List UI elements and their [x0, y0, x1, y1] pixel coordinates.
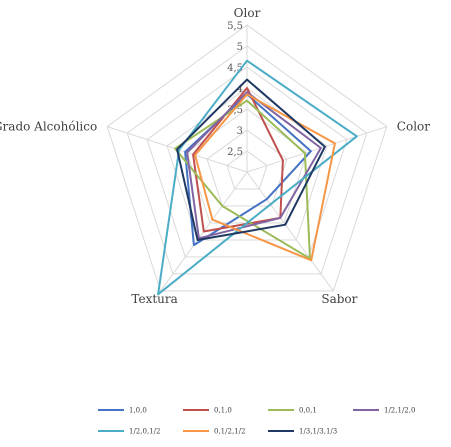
legend-item: 1/3,1/3,1/3: [268, 428, 337, 436]
tick-label: 5: [237, 42, 243, 53]
legend-label: 1,0,0: [129, 407, 147, 415]
legend-item: 0,1,0: [183, 407, 232, 415]
series-line-7: [176, 78, 326, 241]
axis-label-3: Sabor: [321, 292, 357, 306]
grid-ring-5: [146, 66, 348, 258]
legend-label: 1/2,0,1/2: [129, 428, 160, 436]
tick-label: 3: [237, 126, 243, 137]
series-line-1: [184, 93, 312, 247]
axis-label-1: Olor: [234, 6, 261, 20]
legend-label: 1/3,1/3,1/3: [299, 428, 337, 436]
axis-labels: Olor Color Sabor Textura Grado Alcohólico: [0, 6, 430, 306]
legend-label: 0,0,1: [299, 407, 317, 415]
legend-item: 1,0,0: [98, 407, 147, 415]
tick-label: 3,5: [227, 105, 243, 116]
axis-label-4: Textura: [131, 292, 177, 306]
grid-ring-1: [226, 150, 268, 190]
tick-labels: 2,5 3 3,5 4 4,5 5 5,5: [227, 21, 243, 158]
grid-ring-6: [126, 45, 368, 275]
tick-label: 5,5: [227, 21, 243, 32]
legend-item: 0,0,1: [268, 407, 317, 415]
legend-item: 0,1/2,1/2: [183, 428, 245, 436]
series-line-2: [192, 87, 284, 233]
tick-label: 4,5: [227, 63, 243, 74]
series-lines: [157, 59, 358, 296]
legend: 1,0,0 0,1,0 0,0,1 1/2,1/2,0 1/2,0,1/2 0,1/2,1…: [98, 407, 415, 436]
tick-label: 4: [237, 84, 243, 95]
legend-label: 0,1,0: [214, 407, 232, 415]
legend-item: 1/2,1/2,0: [353, 407, 415, 415]
grid-ring-7: [106, 24, 388, 292]
legend-label: 1/2,1/2,0: [384, 407, 415, 415]
axis-label-5: Grado Alcohólico: [0, 120, 97, 134]
grid-spoke-2: [246, 126, 387, 173]
legend-label: 0,1/2,1/2: [214, 428, 245, 436]
axis-label-2: Color: [397, 120, 430, 134]
legend-item: 1/2,0,1/2: [98, 428, 160, 436]
radar-grid: [106, 24, 388, 292]
tick-label: 2,5: [227, 147, 243, 158]
series-line-6: [194, 93, 336, 262]
grid-spoke-3: [246, 171, 334, 292]
